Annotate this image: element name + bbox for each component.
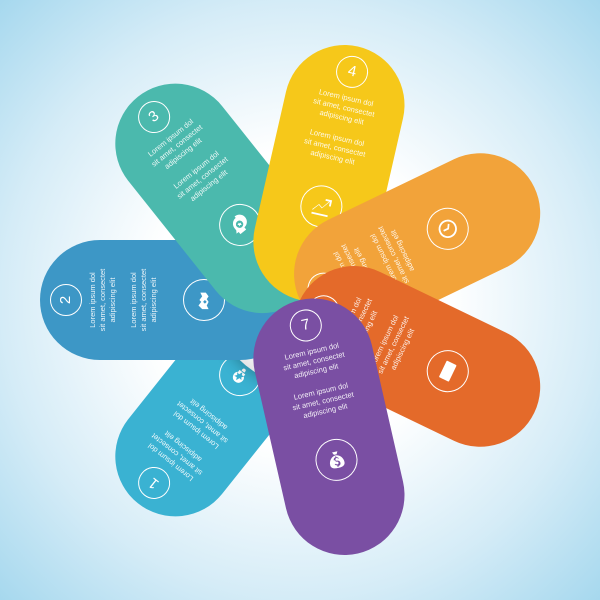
petal-number-2: 2 bbox=[50, 284, 82, 316]
petal-number-4: 4 bbox=[333, 53, 371, 91]
petal-content: 1Lorem ipsum dolsit amet, consectetadipi… bbox=[103, 378, 252, 528]
petal-content: 2Lorem ipsum dolsit amet, consectetadipi… bbox=[50, 248, 159, 352]
petal-text: Lorem ipsum dolsit amet, consectetadipis… bbox=[260, 335, 377, 427]
petal-number-7: 7 bbox=[287, 306, 325, 344]
clock-icon bbox=[420, 201, 476, 257]
petal-content: 3Lorem ipsum dolsit amet, consectetadipi… bbox=[103, 72, 252, 222]
petal-text: Lorem ipsum dolsit amet, consectetadipis… bbox=[281, 82, 398, 174]
petal-content: 4Lorem ipsum dolsit amet, consectetadipi… bbox=[281, 45, 407, 174]
money-bag-icon bbox=[311, 435, 361, 485]
petal-text: Lorem ipsum dolsit amet, consectetadipis… bbox=[88, 248, 159, 352]
infographic-flower: 1Lorem ipsum dolsit amet, consectetadipi… bbox=[0, 0, 600, 600]
card-icon bbox=[420, 343, 476, 399]
